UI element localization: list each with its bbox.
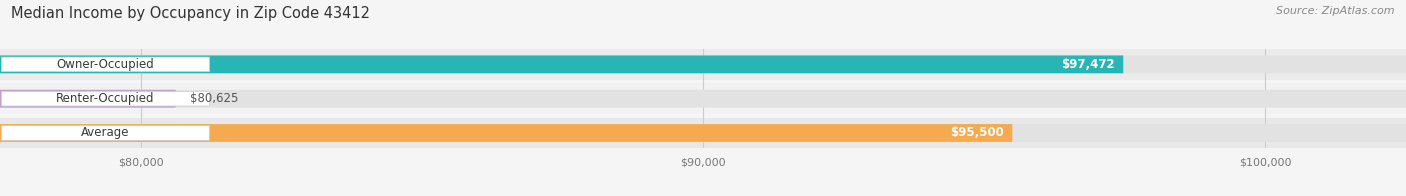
FancyBboxPatch shape xyxy=(0,49,1406,80)
FancyBboxPatch shape xyxy=(1,57,209,72)
FancyBboxPatch shape xyxy=(0,55,1123,73)
Text: $95,500: $95,500 xyxy=(950,126,1004,140)
FancyBboxPatch shape xyxy=(1,91,209,106)
Text: Owner-Occupied: Owner-Occupied xyxy=(56,58,155,71)
Text: $80,625: $80,625 xyxy=(190,92,238,105)
FancyBboxPatch shape xyxy=(0,55,1406,73)
FancyBboxPatch shape xyxy=(0,118,1406,148)
FancyBboxPatch shape xyxy=(0,90,1406,108)
Text: Median Income by Occupancy in Zip Code 43412: Median Income by Occupancy in Zip Code 4… xyxy=(11,6,370,21)
FancyBboxPatch shape xyxy=(0,124,1012,142)
Text: Renter-Occupied: Renter-Occupied xyxy=(56,92,155,105)
Text: Average: Average xyxy=(82,126,129,140)
Text: Source: ZipAtlas.com: Source: ZipAtlas.com xyxy=(1277,6,1395,16)
FancyBboxPatch shape xyxy=(0,90,176,108)
FancyBboxPatch shape xyxy=(0,83,1406,114)
FancyBboxPatch shape xyxy=(0,124,1406,142)
Text: $97,472: $97,472 xyxy=(1062,58,1115,71)
FancyBboxPatch shape xyxy=(1,126,209,140)
